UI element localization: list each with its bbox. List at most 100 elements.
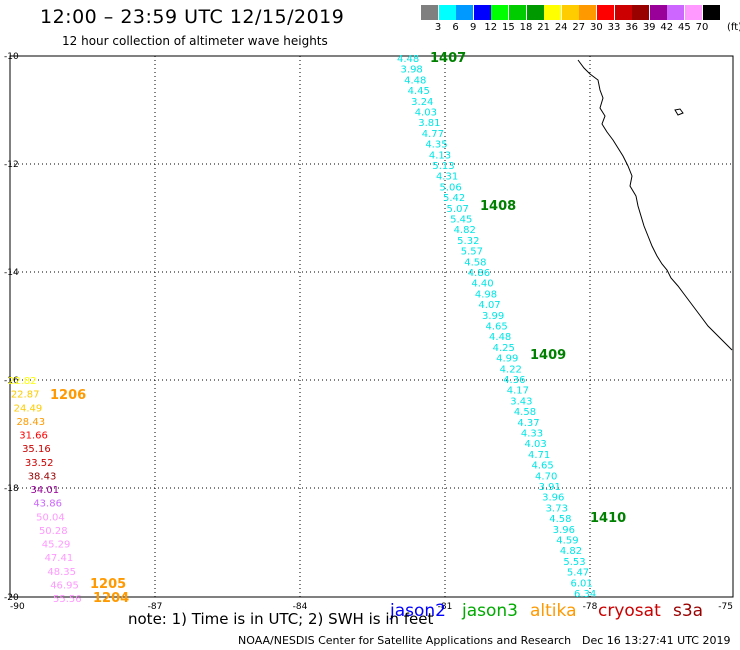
color-swatch (614, 5, 632, 20)
color-swatch (473, 5, 491, 20)
color-scale-tick: 36 (625, 22, 638, 33)
longitude-label: -87 (148, 602, 163, 612)
pass-number-label: 1408 (480, 199, 516, 214)
wave-height-value: 5.06 (439, 182, 461, 193)
color-scale-tick: 30 (590, 22, 603, 33)
wave-height-value: 3.96 (542, 493, 564, 504)
wave-height-value: 4.22 (500, 364, 522, 375)
wave-height-value: 55.56 (53, 594, 82, 605)
wave-height-value: 31.66 (19, 431, 48, 442)
wave-height-value: 50.28 (39, 526, 68, 537)
wave-height-value: 4.70 (535, 471, 557, 482)
wave-height-value: 4.77 (422, 129, 444, 140)
wave-height-value: 4.82 (560, 546, 582, 557)
credit-line: NOAA/NESDIS Center for Satellite Applica… (238, 634, 572, 647)
color-swatch (649, 5, 667, 20)
color-swatch (685, 5, 702, 20)
wave-height-value: 4.35 (425, 140, 447, 151)
wave-height-value: 33.52 (25, 458, 54, 469)
pass-number-label: 1204 (93, 591, 129, 606)
altimeter-tracks: 4.483.984.484.453.244.033.814.774.354.13… (8, 54, 596, 605)
wave-height-value: 38.43 (28, 471, 57, 482)
pass-number-label: 1205 (90, 577, 126, 592)
color-swatch (702, 5, 720, 20)
wave-height-value: 3.24 (411, 97, 433, 108)
wave-height-value: 4.37 (517, 418, 539, 429)
color-scale-unit: (ft) (727, 22, 740, 33)
wave-height-value: 5.07 (447, 204, 469, 215)
wave-height-value: 4.25 (493, 343, 515, 354)
color-scale-tick: 3 (434, 22, 442, 33)
latitude-label: -14 (4, 268, 19, 278)
chart-subtitle: 12 hour collection of altimeter wave hei… (62, 34, 328, 48)
wave-height-value: 4.65 (532, 461, 554, 472)
wave-height-value: 22.87 (11, 390, 40, 401)
color-scale-tick: 33 (607, 22, 621, 33)
wave-height-value: 5.57 (461, 247, 483, 258)
wave-height-value: 4.86 (468, 268, 490, 279)
wave-height-value: 4.48 (489, 332, 511, 343)
wave-height-value: 28.43 (16, 417, 45, 428)
wave-height-value: 47.41 (45, 553, 74, 564)
longitude-label: -90 (10, 602, 25, 612)
color-scale-tick: 45 (678, 22, 691, 33)
color-scale-tick: 21 (537, 22, 550, 33)
color-scale-tick: 15 (502, 22, 515, 33)
wave-height-value: 5.47 (567, 568, 589, 579)
color-swatch (526, 5, 544, 20)
wave-height-value: 5.32 (457, 236, 479, 247)
color-scale-tick: 24 (554, 22, 568, 33)
wave-height-value: 4.71 (528, 450, 550, 461)
color-swatch (456, 5, 474, 20)
latitude-label: -10 (4, 52, 19, 62)
wave-height-value: 3.91 (539, 482, 561, 493)
wave-height-value: 4.59 (556, 536, 578, 547)
wave-height-value: 4.33 (521, 429, 543, 440)
wave-height-value: 4.13 (429, 150, 451, 161)
wave-height-value: 4.48 (397, 54, 419, 65)
wave-height-value: 3.43 (510, 396, 532, 407)
wave-height-value: 5.42 (443, 193, 465, 204)
wave-height-value: 3.73 (546, 503, 568, 514)
wave-height-value: 5.13 (432, 161, 454, 172)
wave-height-value: 43.86 (33, 499, 62, 510)
wave-height-value: 4.45 (408, 86, 430, 97)
wave-height-value: 22.82 (8, 376, 37, 387)
map-frame (9, 55, 734, 598)
color-scale-tick: 12 (484, 22, 498, 33)
island (674, 108, 684, 116)
pass-number-label: 1409 (530, 348, 566, 363)
axis-labels: -10 -12 -14 -16 -18 -20-90 -87 -84 -81 -78 -75 (4, 52, 733, 612)
longitude-label: -75 (718, 602, 733, 612)
wave-height-value: 6.01 (570, 578, 592, 589)
color-swatch (579, 5, 597, 20)
chart-title: 12:00 – 23:59 UTC 12/15/2019 (40, 6, 345, 28)
color-scale-tick: 9 (470, 22, 477, 33)
wave-height-value: 4.17 (507, 386, 529, 397)
latitude-label: -16 (4, 376, 19, 386)
color-swatch (544, 5, 562, 20)
map-gridlines (10, 56, 733, 597)
pass-number-label: 1410 (590, 511, 626, 526)
wave-height-value: 5.45 (450, 215, 472, 226)
color-swatch (421, 5, 438, 20)
color-swatch (597, 5, 614, 20)
wave-height-value: 5.53 (563, 557, 585, 568)
color-scale-tick: 39 (642, 22, 656, 33)
wave-height-value: 45.29 (42, 540, 71, 551)
longitude-label: -78 (583, 602, 598, 612)
longitude-label: -81 (438, 602, 453, 612)
wave-height-value: 4.99 (496, 354, 518, 365)
wave-height-value: 4.40 (471, 279, 493, 290)
color-scale-tick: 27 (572, 22, 586, 33)
wave-height-value: 4.48 (404, 75, 426, 86)
wave-height-value: 4.65 (486, 322, 508, 333)
color-swatch (509, 5, 526, 20)
wave-height-value: 4.03 (415, 108, 437, 119)
longitude-label: -84 (293, 602, 308, 612)
color-scale-tick: 18 (519, 22, 533, 33)
color-scale-tick: 42 (660, 22, 674, 33)
color-swatch (438, 5, 456, 20)
